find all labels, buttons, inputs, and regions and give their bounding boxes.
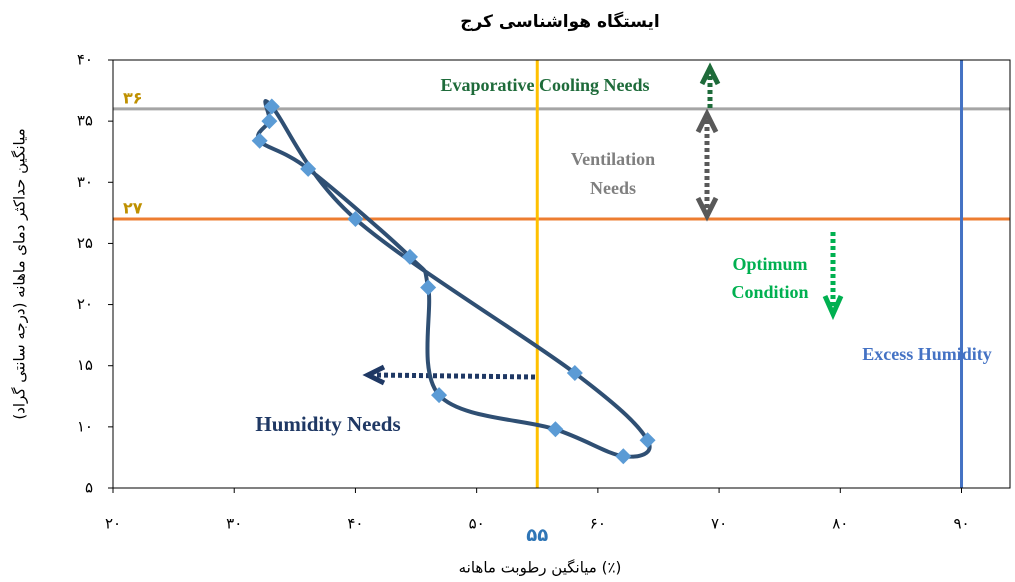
x-tick-label: ۷۰ (711, 515, 727, 533)
arrow-head (699, 62, 721, 86)
annotation: Ventilation (571, 149, 655, 169)
data-point (347, 210, 364, 227)
arrow-head (362, 364, 386, 386)
reference-label: ۳۶ (123, 88, 143, 107)
x-tick-label: ۴۰ (347, 515, 363, 533)
data-point (639, 432, 656, 449)
x-tick-label: ۹۰ (953, 515, 969, 533)
y-tick-label: ۳۰ (77, 173, 93, 191)
y-tick-label: ۱۵ (77, 356, 93, 374)
data-point (566, 365, 583, 382)
y-tick-label: ۲۰ (77, 295, 93, 313)
arrows (362, 62, 844, 386)
data-point (263, 98, 280, 115)
reference-label: ۵۵ (526, 525, 548, 546)
annotation: Evaporative Cooling Needs (441, 75, 650, 95)
x-tick-label: ۶۰ (590, 515, 606, 533)
y-tick-label: ۳۵ (77, 112, 93, 130)
data-point (547, 421, 564, 438)
data-point (615, 448, 632, 465)
data-point (431, 387, 448, 404)
data-point (401, 248, 418, 265)
annotation: Condition (731, 282, 808, 302)
chart-title: ایستگاه هواشناسی کرج (460, 11, 660, 32)
arrow (374, 372, 536, 380)
x-tick-label: ۳۰ (226, 515, 242, 533)
x-tick-label: ۲۰ (105, 515, 121, 533)
data-point (251, 132, 268, 149)
arrow-head (695, 108, 719, 134)
annotation: Excess Humidity (862, 344, 992, 364)
y-tick-label: ۱۰ (77, 417, 93, 435)
reference-label: ۲۷ (123, 198, 143, 217)
annotation: Optimum (732, 254, 807, 274)
y-tick-label: ۴۰ (77, 51, 93, 69)
arrow-head (822, 294, 844, 321)
annotation: Needs (590, 178, 636, 198)
data-point (420, 279, 437, 296)
y-tick-label: ۵ (85, 479, 93, 497)
data-point (261, 113, 278, 130)
x-axis-label: میانگین رطوبت ماهانه (٪) (459, 559, 622, 577)
arrow-head (695, 196, 719, 222)
y-tick-label: ۲۵ (77, 234, 93, 252)
y-axis-label: میانگین حداکثر دمای ماهانه (درجه سانتی گ… (11, 128, 29, 419)
plot-border (112, 59, 1011, 489)
x-tick-label: ۸۰ (832, 515, 848, 533)
x-tick-label: ۵۰ (469, 515, 485, 533)
data-point (300, 160, 317, 177)
annotation: Humidity Needs (255, 412, 400, 436)
